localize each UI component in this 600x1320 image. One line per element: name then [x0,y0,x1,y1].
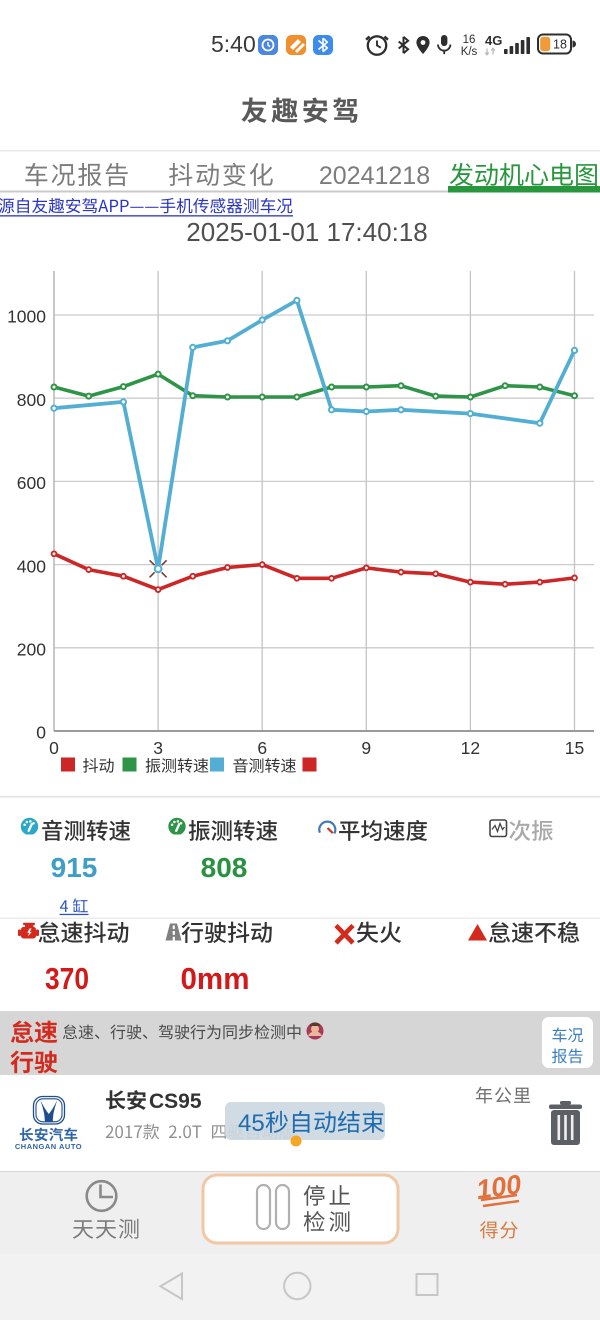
svg-text:400: 400 [17,556,46,576]
svg-text:CHANGAN AUTO: CHANGAN AUTO [15,1142,82,1151]
svg-text:18: 18 [553,38,567,52]
svg-text:12: 12 [461,738,480,758]
svg-text:808: 808 [201,852,248,883]
svg-text:0: 0 [36,723,46,743]
svg-text:370: 370 [45,961,89,996]
svg-text:4G: 4G [485,33,502,48]
svg-text:CS95: CS95 [149,1090,202,1113]
svg-text:0: 0 [49,738,59,758]
svg-text:1000: 1000 [7,307,46,327]
svg-text:20241218: 20241218 [319,162,430,190]
svg-text:5:40: 5:40 [211,31,256,57]
svg-text:915: 915 [51,852,98,883]
svg-text:9: 9 [361,738,371,758]
svg-text:200: 200 [17,640,46,660]
svg-text:0mm: 0mm [181,961,250,996]
svg-text:16: 16 [463,34,476,46]
svg-text:45: 45 [238,1110,265,1137]
svg-text:800: 800 [17,390,46,410]
svg-text:K/s: K/s [461,46,478,58]
svg-text:3: 3 [153,738,163,758]
svg-text:6: 6 [257,738,267,758]
svg-text:15: 15 [565,738,584,758]
svg-text:600: 600 [17,473,46,493]
svg-text:2025-01-01 17:40:18: 2025-01-01 17:40:18 [186,217,427,247]
